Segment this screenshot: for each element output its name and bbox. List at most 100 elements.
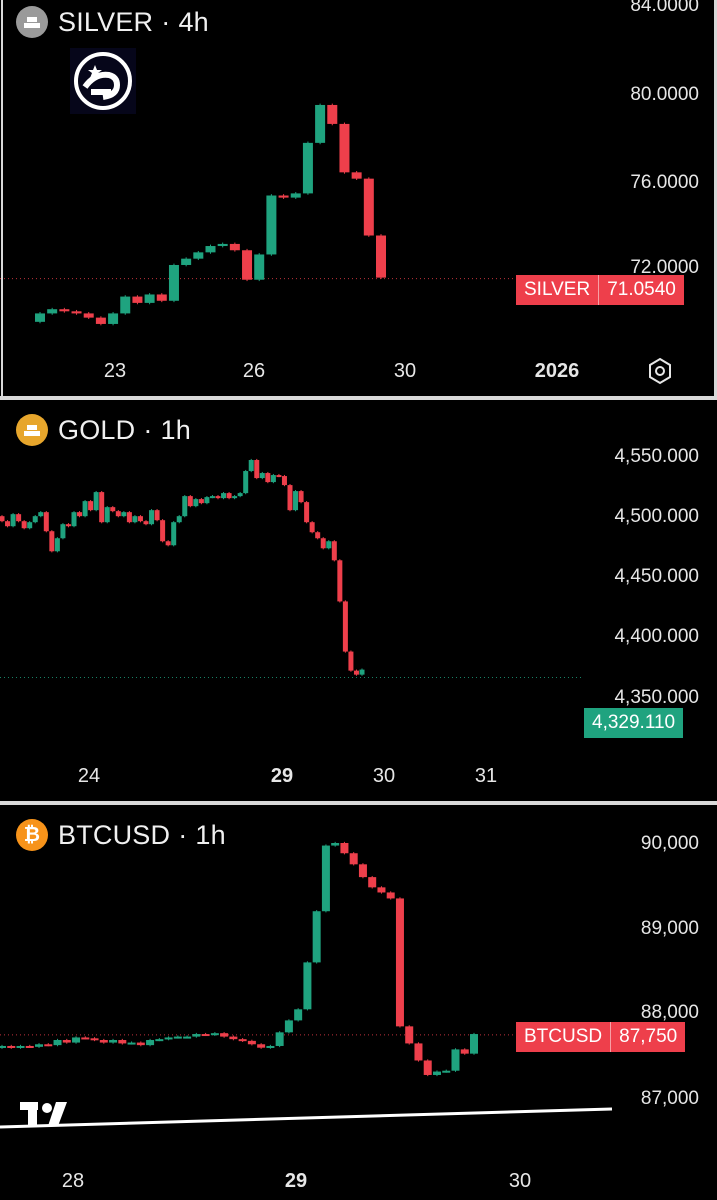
candle-body <box>205 246 216 253</box>
candle-body <box>0 516 5 522</box>
panel-divider[interactable] <box>0 801 717 805</box>
candle-body <box>270 475 276 483</box>
gold-interval: 1h <box>160 414 191 445</box>
candle-body <box>353 670 359 675</box>
candle-body <box>209 496 215 499</box>
candle-body <box>108 313 119 324</box>
candle-body <box>49 531 55 552</box>
title-separator: · <box>143 414 153 445</box>
candle-body <box>303 962 312 1010</box>
candle-body <box>278 195 289 198</box>
candle-body <box>201 1034 210 1037</box>
candle-body <box>65 524 71 527</box>
candle-body <box>165 541 171 546</box>
candle-body <box>109 1040 118 1043</box>
candle-body <box>54 538 60 552</box>
candle-body <box>62 1040 71 1043</box>
candle-body <box>386 892 395 899</box>
candle-body <box>182 496 188 517</box>
candle-body <box>304 502 310 523</box>
candle-body <box>359 669 365 675</box>
candle-body <box>237 493 243 497</box>
silver-tag-value: 71.0540 <box>607 279 676 300</box>
candle-body <box>215 496 221 499</box>
candle-body <box>193 499 199 507</box>
candle-body <box>451 1049 460 1071</box>
brand-logo <box>70 48 136 114</box>
candle-body <box>16 1045 25 1048</box>
candle-body <box>470 1034 478 1054</box>
candle-body <box>248 460 254 472</box>
candle-body <box>183 1036 192 1039</box>
candle-body <box>126 512 132 523</box>
candle-body <box>181 258 192 265</box>
candle-body <box>154 510 160 521</box>
gold-panel[interactable]: GOLD · 1h 4,550.000 4,500.000 4,450.000 … <box>0 400 717 801</box>
candle-body <box>284 1020 293 1033</box>
gold-symbol: GOLD <box>58 414 136 445</box>
gold-y-tick: 4,350.000 <box>614 687 699 708</box>
candle-body <box>254 254 265 280</box>
candle-body <box>173 1036 182 1039</box>
candle-body <box>242 250 253 280</box>
title-separator: · <box>178 819 188 850</box>
candle-body <box>137 516 143 522</box>
gold-x-tick: 30 <box>372 765 396 787</box>
candle-body <box>247 1040 256 1045</box>
candle-body <box>5 521 11 527</box>
candle-body <box>221 493 227 499</box>
candle-body <box>337 560 343 602</box>
candle-body <box>60 524 66 539</box>
candle-body <box>16 514 22 522</box>
candle-body <box>309 522 315 533</box>
silver-y-tick: 76.0000 <box>630 172 699 193</box>
tradingview-logo[interactable] <box>20 1100 80 1130</box>
candle-body <box>35 313 45 322</box>
trend-line <box>0 1107 613 1129</box>
candle-body <box>127 1042 136 1045</box>
candle-body <box>99 492 105 523</box>
candle-body <box>71 512 77 527</box>
candle-body <box>204 497 210 504</box>
candle-body <box>229 1036 238 1040</box>
candle-body <box>312 911 321 963</box>
candle-body <box>327 104 338 124</box>
candle-body <box>120 296 131 314</box>
silver-chart <box>0 0 717 396</box>
candle-body <box>82 501 88 517</box>
silver-panel[interactable]: SILVER · 4h 84.0000 80.0000 76.0000 72.0… <box>0 0 717 396</box>
candle-body <box>187 496 193 507</box>
btc-panel[interactable]: ₿ BTCUSD · 1h 90,000 89,000 88,000 87,00… <box>0 805 717 1200</box>
chart-settings-icon[interactable] <box>645 356 675 386</box>
btc-x-tick: 29 <box>284 1170 308 1192</box>
candle-body <box>47 309 58 314</box>
silver-coin-icon <box>16 6 48 38</box>
gold-x-tick: 31 <box>474 765 498 787</box>
candle-body <box>395 898 404 1027</box>
candle-body <box>32 516 38 523</box>
panel-divider[interactable] <box>0 396 717 400</box>
candle-body <box>118 1040 127 1044</box>
candle-body <box>44 1044 53 1047</box>
candle-body <box>83 313 94 318</box>
candle-body <box>132 296 143 303</box>
candle-body <box>43 512 49 532</box>
candle-body <box>254 460 260 479</box>
gold-y-tick: 4,500.000 <box>614 506 699 527</box>
candle-body <box>281 476 287 486</box>
btc-y-tick: 88,000 <box>640 1002 699 1023</box>
candle-body <box>363 178 374 236</box>
silver-y-tick: 84.0000 <box>630 0 699 16</box>
candle-body <box>287 485 293 511</box>
candle-body <box>376 235 386 278</box>
candle-body <box>10 514 16 527</box>
candle-body <box>71 311 82 314</box>
btc-x-tick: 28 <box>61 1170 85 1192</box>
candle-body <box>340 843 349 854</box>
candle-body <box>423 1060 432 1075</box>
candle-body <box>377 887 386 893</box>
candle-body <box>326 541 332 549</box>
silver-price-tag: SILVER 71.0540 <box>516 275 684 305</box>
candle-body <box>320 538 326 549</box>
candle-body <box>155 1039 164 1042</box>
